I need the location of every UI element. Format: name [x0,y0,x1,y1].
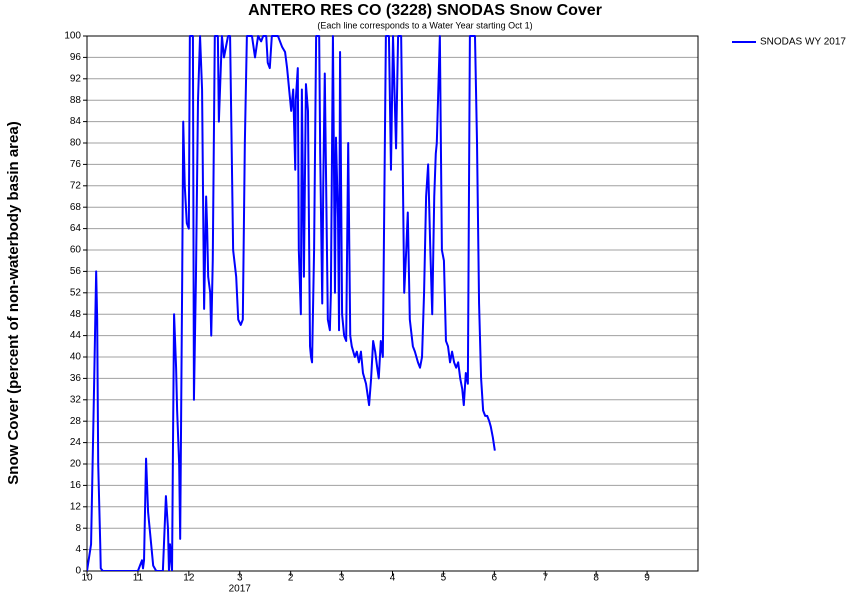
y-tick-label: 8 [75,523,81,534]
x-tick-label: 11 [133,573,144,584]
x-tick-label: 8 [593,573,599,584]
y-tick-label: 52 [70,287,82,298]
y-tick-label: 80 [70,138,82,149]
x-tick-label: 3 [237,573,243,584]
y-tick-label: 40 [70,352,82,363]
x-tick-label: 6 [492,573,498,584]
y-tick-label: 20 [70,459,82,470]
y-tick-label: 96 [70,52,82,63]
x-annotation: 2017 [229,584,252,595]
y-tick-label: 92 [70,73,82,84]
y-tick-label: 60 [70,245,82,256]
y-tick-label: 76 [70,159,82,170]
x-tick-label: 2 [288,573,294,584]
y-tick-label: 100 [64,31,81,42]
y-tick-label: 44 [70,330,82,341]
y-tick-label: 4 [75,544,81,555]
legend-label: SNODAS WY 2017 [760,37,846,48]
y-tick-label: 32 [70,394,82,405]
y-tick-label: 36 [70,373,82,384]
y-tick-label: 56 [70,266,82,277]
x-tick-label: 10 [81,573,93,584]
x-tick-label: 5 [441,573,447,584]
y-tick-label: 24 [70,437,82,448]
x-tick-label: 7 [542,573,548,584]
y-tick-label: 12 [70,501,82,512]
y-tick-label: 48 [70,309,82,320]
y-tick-label: 16 [70,480,82,491]
y-tick-label: 28 [70,416,82,427]
y-tick-label: 68 [70,202,82,213]
y-tick-label: 0 [75,566,81,577]
y-axis-label: Snow Cover (percent of non-waterbody bas… [5,121,22,484]
x-tick-label: 3 [339,573,345,584]
x-tick-label: 12 [183,573,195,584]
data-line [87,35,496,571]
x-tick-label: 9 [644,573,650,584]
y-tick-label: 64 [70,223,82,234]
y-tick-label: 84 [70,116,82,127]
x-tick-label: 4 [390,573,396,584]
chart-title: ANTERO RES CO (3228) SNODAS Snow Cover [248,2,602,19]
y-tick-label: 88 [70,95,82,106]
chart-subtitle: (Each line corresponds to a Water Year s… [317,20,532,30]
y-tick-label: 72 [70,180,82,191]
